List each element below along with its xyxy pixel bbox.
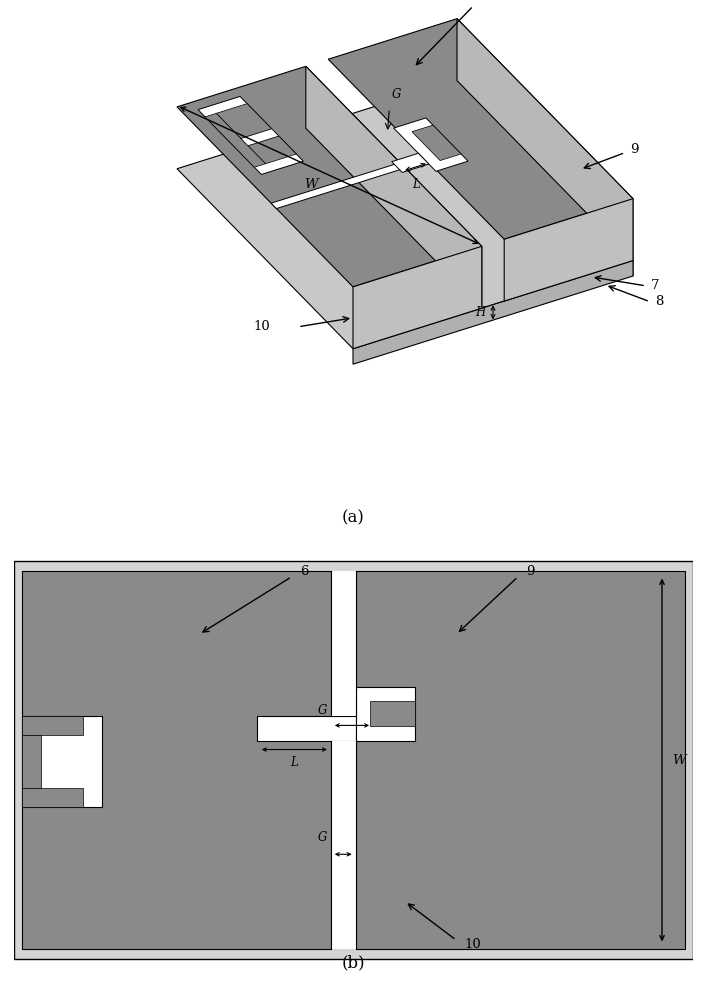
Polygon shape	[457, 19, 633, 261]
Polygon shape	[205, 113, 266, 167]
Text: L: L	[411, 178, 419, 191]
Polygon shape	[241, 129, 279, 146]
Bar	[370, 701, 415, 726]
Polygon shape	[353, 246, 481, 349]
Polygon shape	[306, 66, 481, 308]
Bar	[23, 716, 102, 807]
Text: (b): (b)	[341, 955, 366, 972]
Bar	[331, 741, 356, 949]
Bar	[356, 571, 684, 949]
Text: 9: 9	[630, 143, 638, 156]
Text: 10: 10	[464, 938, 481, 951]
Bar	[23, 716, 83, 735]
Polygon shape	[353, 261, 633, 364]
Polygon shape	[457, 81, 633, 276]
Polygon shape	[394, 118, 468, 171]
Text: 8: 8	[655, 295, 663, 308]
Bar	[331, 571, 356, 716]
Polygon shape	[177, 81, 633, 349]
Text: 6: 6	[300, 565, 308, 578]
Polygon shape	[198, 96, 303, 174]
Bar	[23, 788, 83, 807]
Polygon shape	[392, 153, 429, 172]
Bar	[23, 571, 331, 949]
Text: G: G	[317, 831, 327, 844]
Text: L: L	[290, 756, 298, 769]
Text: W: W	[672, 754, 686, 766]
Text: 10: 10	[253, 320, 270, 333]
Polygon shape	[504, 199, 633, 301]
Text: G: G	[392, 88, 401, 101]
Text: 9: 9	[526, 565, 534, 578]
Polygon shape	[177, 66, 481, 287]
Polygon shape	[271, 163, 405, 209]
Text: 7: 7	[651, 279, 660, 292]
Bar	[356, 687, 415, 741]
Polygon shape	[248, 136, 296, 164]
Text: H: H	[474, 306, 485, 319]
Bar	[257, 716, 356, 741]
Text: G: G	[317, 704, 327, 717]
Text: (a): (a)	[341, 510, 364, 526]
Bar	[23, 735, 41, 788]
Polygon shape	[412, 125, 461, 161]
Bar	[331, 571, 356, 949]
Polygon shape	[216, 104, 271, 139]
Polygon shape	[328, 19, 633, 239]
Text: W: W	[305, 178, 318, 191]
